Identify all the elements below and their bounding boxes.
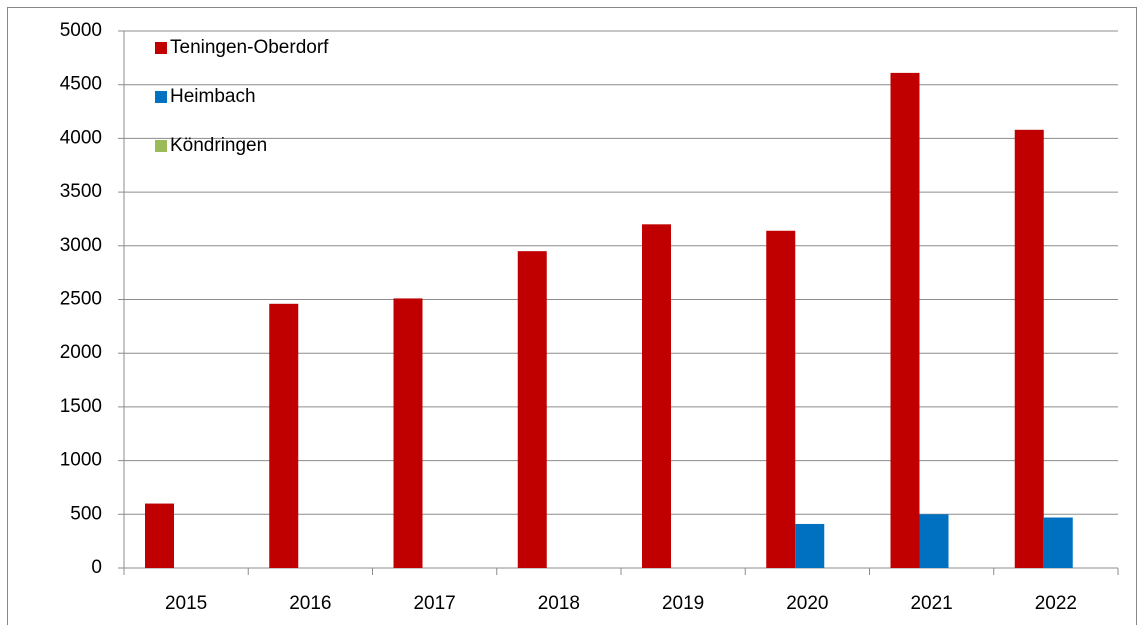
y-tick-label: 4500 (60, 74, 102, 95)
x-tick-label: 2020 (786, 593, 828, 614)
legend-swatch (155, 91, 167, 103)
legend-label: Köndringen (170, 135, 267, 156)
x-tick-label: 2017 (413, 593, 455, 614)
y-tick-label: 2500 (60, 289, 102, 310)
bar (145, 503, 174, 568)
y-tick-label: 4000 (60, 127, 102, 148)
x-tick-label: 2015 (165, 593, 207, 614)
legend-label: Heimbach (170, 86, 256, 107)
y-tick-label: 1000 (60, 450, 102, 471)
y-tick-label: 500 (70, 503, 102, 524)
bar (766, 230, 796, 568)
bar (1014, 129, 1044, 569)
x-tick-label: 2016 (289, 593, 331, 614)
legend-label: Teningen-Oberdorf (170, 37, 329, 58)
bar (1043, 517, 1073, 568)
chart-frame (7, 7, 1137, 625)
x-tick-label: 2022 (1035, 593, 1077, 614)
y-tick-label: 0 (91, 557, 102, 578)
bar (890, 72, 920, 569)
y-tick-label: 2000 (60, 342, 102, 363)
bar (642, 224, 671, 568)
legend-swatch (155, 140, 167, 152)
bar (795, 523, 825, 568)
bar (919, 514, 949, 568)
y-tick-label: 1500 (60, 396, 102, 417)
x-tick-label: 2018 (538, 593, 580, 614)
legend-swatch (155, 42, 167, 54)
bar (517, 251, 547, 569)
x-tick-label: 2019 (662, 593, 704, 614)
bar (269, 303, 299, 568)
bar (393, 298, 423, 568)
x-tick-label: 2021 (910, 593, 952, 614)
y-tick-label: 5000 (60, 20, 102, 41)
y-tick-label: 3000 (60, 235, 102, 256)
y-tick-label: 3500 (60, 181, 102, 202)
